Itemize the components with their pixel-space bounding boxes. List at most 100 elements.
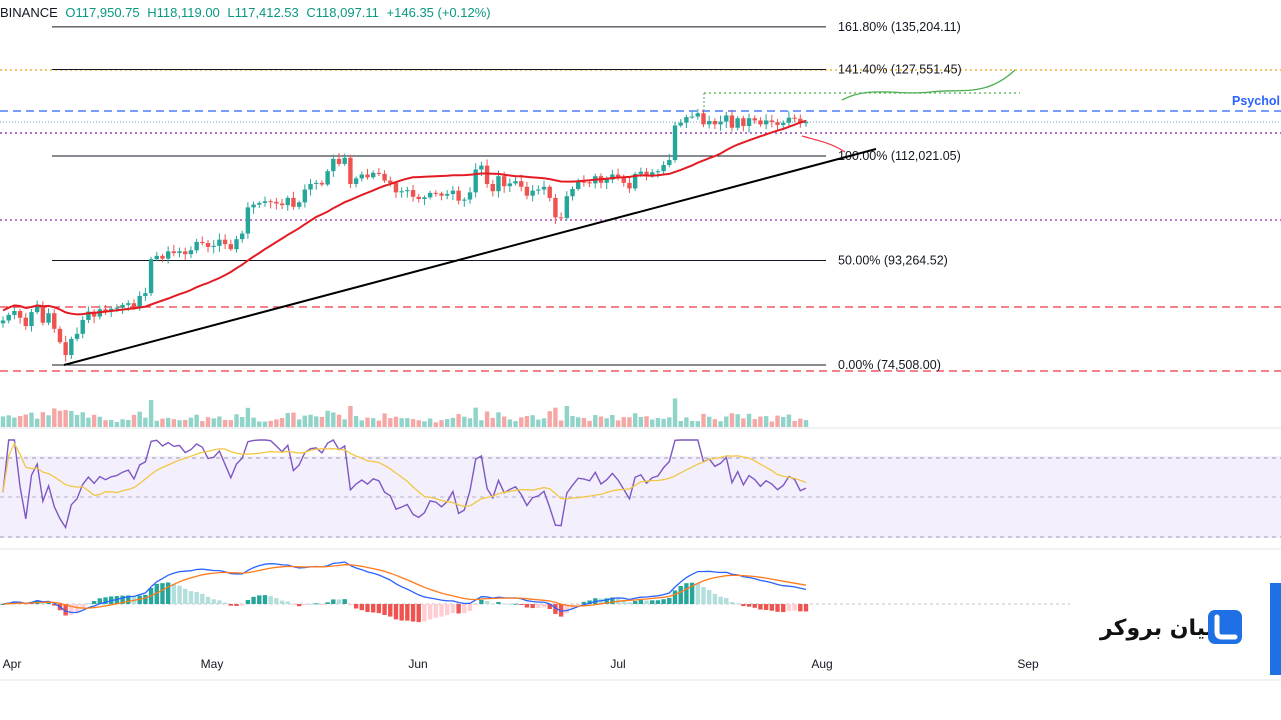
candle-body[interactable] <box>12 311 17 315</box>
candle-body[interactable] <box>103 309 108 312</box>
bullish-projection-path[interactable] <box>841 69 1016 101</box>
candle-body[interactable] <box>541 186 547 190</box>
candle-body[interactable] <box>336 158 342 164</box>
candle-body[interactable] <box>484 165 490 184</box>
candles[interactable] <box>0 108 809 362</box>
candle-body[interactable] <box>325 171 330 185</box>
candle-body[interactable] <box>46 313 51 323</box>
candle-body[interactable] <box>667 160 672 166</box>
candle-body[interactable] <box>604 179 609 183</box>
candle-body[interactable] <box>564 196 570 218</box>
candle-body[interactable] <box>547 186 552 198</box>
candle-body[interactable] <box>57 328 63 343</box>
candle-body[interactable] <box>171 251 177 254</box>
bearish-projection-path[interactable] <box>801 135 846 153</box>
candle-body[interactable] <box>376 172 382 174</box>
candle-body[interactable] <box>291 197 296 207</box>
candle-body[interactable] <box>524 186 530 196</box>
candle-body[interactable] <box>553 197 558 218</box>
candle-body[interactable] <box>496 176 501 192</box>
candle-body[interactable] <box>621 177 626 183</box>
candle-body[interactable] <box>211 245 216 247</box>
candle-body[interactable] <box>114 307 120 309</box>
candle-body[interactable] <box>479 165 484 170</box>
candle-body[interactable] <box>433 192 439 194</box>
candle-body[interactable] <box>359 174 364 179</box>
candle-body[interactable] <box>217 239 222 246</box>
trend-line[interactable] <box>63 148 877 366</box>
candle-body[interactable] <box>638 171 644 174</box>
candle-body[interactable] <box>222 239 228 245</box>
candle-body[interactable] <box>450 190 456 195</box>
candle-body[interactable] <box>6 314 11 321</box>
candle-body[interactable] <box>684 117 689 123</box>
candle-body[interactable] <box>758 120 763 125</box>
candle-body[interactable] <box>462 199 467 201</box>
candle-body[interactable] <box>769 120 775 123</box>
candle-body[interactable] <box>650 172 655 177</box>
candle-body[interactable] <box>644 171 649 177</box>
candle-body[interactable] <box>160 255 165 259</box>
candle-body[interactable] <box>154 255 159 260</box>
candle-body[interactable] <box>501 176 507 187</box>
candle-body[interactable] <box>262 201 268 203</box>
candle-body[interactable] <box>131 303 137 308</box>
candle-body[interactable] <box>348 157 353 184</box>
candle-body[interactable] <box>370 172 376 178</box>
candle-body[interactable] <box>251 204 256 208</box>
candle-body[interactable] <box>781 122 786 125</box>
candle-body[interactable] <box>23 317 28 327</box>
candle-body[interactable] <box>194 241 199 251</box>
candle-body[interactable] <box>143 293 148 296</box>
candle-body[interactable] <box>490 183 495 192</box>
candle-body[interactable] <box>319 182 325 185</box>
candle-body[interactable] <box>678 122 683 126</box>
candle-body[interactable] <box>661 165 666 172</box>
candle-body[interactable] <box>314 182 319 184</box>
candle-body[interactable] <box>399 191 404 193</box>
candle-body[interactable] <box>91 311 97 317</box>
candle-body[interactable] <box>137 295 142 308</box>
candle-body[interactable] <box>342 157 347 164</box>
candle-body[interactable] <box>689 116 695 118</box>
candle-body[interactable] <box>52 313 57 329</box>
candle-body[interactable] <box>285 197 290 206</box>
candle-body[interactable] <box>575 181 581 189</box>
candle-body[interactable] <box>735 118 740 128</box>
candle-body[interactable] <box>445 194 450 196</box>
candle-body[interactable] <box>388 180 393 183</box>
candle-body[interactable] <box>513 181 518 184</box>
candle-body[interactable] <box>587 182 592 184</box>
candle-body[interactable] <box>439 193 444 196</box>
candle-body[interactable] <box>188 250 194 255</box>
candle-body[interactable] <box>245 207 251 234</box>
candle-body[interactable] <box>234 239 239 250</box>
candle-body[interactable] <box>672 125 678 161</box>
candle-body[interactable] <box>775 122 780 125</box>
candle-body[interactable] <box>410 190 416 197</box>
candle-body[interactable] <box>695 113 700 117</box>
candle-body[interactable] <box>69 338 74 356</box>
candle-body[interactable] <box>165 251 171 259</box>
candle-body[interactable] <box>786 117 792 123</box>
candle-body[interactable] <box>405 190 410 192</box>
candle-body[interactable] <box>120 304 125 308</box>
candle-body[interactable] <box>752 118 757 121</box>
candle-body[interactable] <box>302 189 308 203</box>
candle-body[interactable] <box>17 311 23 318</box>
candle-body[interactable] <box>268 201 273 203</box>
candle-body[interactable] <box>581 181 587 183</box>
candle-body[interactable] <box>177 251 182 254</box>
candle-body[interactable] <box>0 320 6 324</box>
candle-body[interactable] <box>126 303 131 305</box>
candle-body[interactable] <box>655 171 661 173</box>
candle-body[interactable] <box>148 259 154 294</box>
candle-body[interactable] <box>473 169 478 193</box>
candle-body[interactable] <box>798 118 803 124</box>
candle-body[interactable] <box>724 115 729 122</box>
candle-body[interactable] <box>519 181 524 187</box>
candle-body[interactable] <box>427 192 433 198</box>
candle-body[interactable] <box>570 188 575 197</box>
candle-body[interactable] <box>86 311 91 320</box>
